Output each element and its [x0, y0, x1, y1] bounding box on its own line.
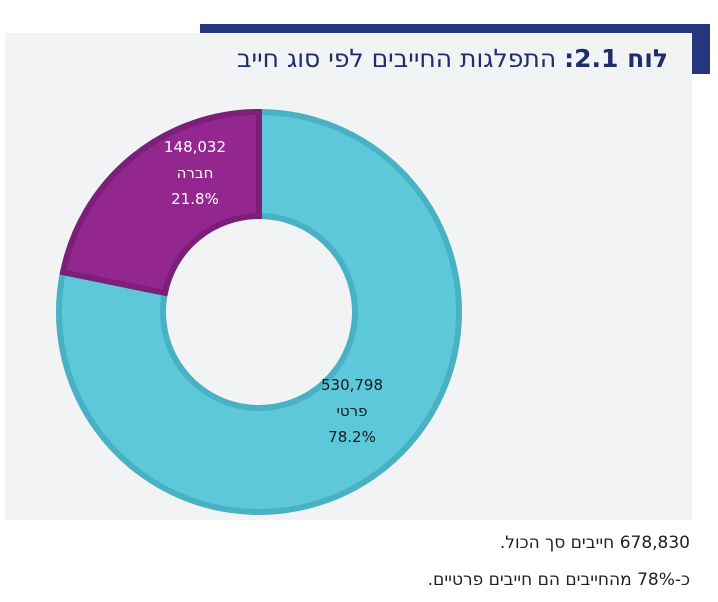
slice-name-label: חברה — [177, 164, 214, 182]
note-share: כ-78% מהחייבים הם חייבים פרטיים. — [427, 570, 690, 590]
note-total: 678,830 חייבים סך הכול. — [499, 533, 690, 553]
title-prefix: לוח 2.1: — [564, 44, 668, 73]
slice-name-label: פרטי — [337, 402, 368, 420]
slice-value-label: 148,032 — [164, 138, 226, 156]
donut-slice-0 — [56, 108, 462, 515]
donut-slice-1 — [59, 108, 262, 297]
slice-percent-label: 78.2% — [328, 428, 376, 446]
title-text: התפלגות החייבים לפי סוג חייב — [237, 44, 557, 73]
chart-title: לוח 2.1: התפלגות החייבים לפי סוג חייב — [237, 44, 668, 73]
slice-value-label: 530,798 — [321, 376, 383, 394]
slice-percent-label: 21.8% — [171, 190, 219, 208]
